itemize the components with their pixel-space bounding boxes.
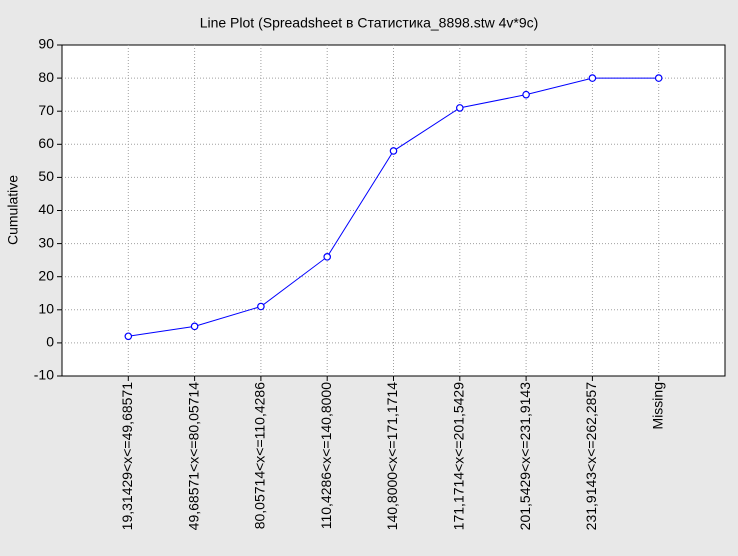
- y-tick-label: 40: [38, 201, 54, 217]
- x-tick-label: 49,68571<x<=80,05714: [185, 382, 201, 531]
- x-tick-label: 80,05714<x<=110,4286: [252, 382, 268, 529]
- point: [323, 253, 332, 261]
- y-tick-label: 80: [38, 69, 54, 85]
- x-tick-label: Missing: [649, 382, 665, 429]
- point: [124, 332, 133, 341]
- y-tick-label: 50: [38, 168, 54, 184]
- y-tick-label: 90: [38, 36, 54, 52]
- x-tick-label: 171,1714<x<=201,5429: [451, 382, 467, 531]
- x-tick-label: 231,9143<x<=262,2857: [583, 382, 599, 531]
- point: [522, 90, 530, 99]
- y-tick-label: -10: [34, 367, 54, 383]
- y-tick-label: 20: [38, 267, 54, 283]
- y-tick-label: 70: [38, 102, 54, 118]
- y-tick-label: 30: [38, 234, 54, 250]
- x-tick-label: 110,4286<x<=140,8000: [318, 382, 334, 529]
- x-tick-label: 140,8000<x<=171,1714: [384, 382, 400, 531]
- point: [389, 147, 398, 155]
- point: [455, 104, 464, 112]
- x-tick-label: 19,31429<x<=49,68571: [119, 382, 135, 531]
- point: [588, 74, 597, 82]
- point: [190, 322, 199, 331]
- chart-title: Line Plot (Spreadsheet в Статистика_8898…: [200, 15, 539, 31]
- y-tick-label: 0: [46, 334, 54, 350]
- y-tick-label: 60: [38, 135, 54, 151]
- y-tick-label: 10: [38, 301, 54, 317]
- x-tick-label: 201,5429<x<=231,9143: [517, 382, 533, 531]
- point: [654, 74, 663, 82]
- point: [257, 302, 265, 311]
- y-axis-label: Cumulative: [5, 175, 21, 245]
